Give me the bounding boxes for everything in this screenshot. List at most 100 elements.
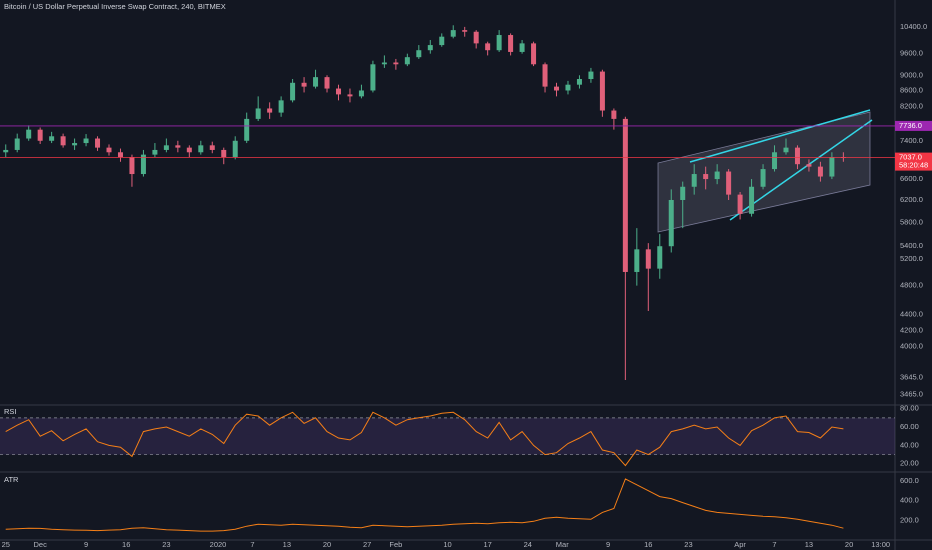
candle-body [244,118,250,141]
candle-body [175,145,181,148]
y-tick-label: 5400.0 [900,241,923,250]
candle-body [611,110,617,119]
candle-body [301,82,307,87]
y-tick-label: 200.0 [900,515,919,524]
indicator-line [5,411,844,467]
candle-body [106,147,112,153]
price-label-bg [895,120,932,131]
x-tick-label: 13 [283,540,291,549]
x-tick-label: 17 [483,540,491,549]
x-tick-label: 23 [684,540,692,549]
candle-body [772,152,778,170]
y-tick-label: 7400.0 [900,136,923,145]
candle-body [3,149,9,153]
candle-body [14,138,20,150]
candle-body [645,249,651,269]
y-tick-label: 80.00 [900,404,919,413]
candle-body [496,35,502,51]
x-tick-label: 13 [805,540,813,549]
x-tick-label: 25 [2,540,10,549]
y-tick-label: 400.0 [900,496,919,505]
candle-body [531,43,537,65]
candle-body [163,145,169,150]
candle-body [462,30,468,32]
candle-body [37,129,43,141]
x-tick-label: 16 [644,540,652,549]
rsi-band [0,417,895,455]
candle-body [347,94,353,97]
candle-body [588,71,594,80]
candle-body [186,147,192,153]
candle-body [668,199,674,247]
x-tick-label: 16 [122,540,130,549]
y-tick-label: 5200.0 [900,254,923,263]
y-tick-label: 4200.0 [900,325,923,334]
candle-body [358,90,364,97]
candle-body [749,186,755,214]
x-tick-label: 2020 [210,540,227,549]
y-tick-label: 3645.0 [900,373,923,382]
candle-body [140,154,146,175]
y-tick-label: 8200.0 [900,101,923,110]
x-tick-label: 24 [524,540,532,549]
candle-body [95,138,101,148]
x-tick-label: 7 [250,540,254,549]
y-tick-label: 4000.0 [900,342,923,351]
y-tick-label: 20.00 [900,459,919,468]
y-tick-label: 8600.0 [900,85,923,94]
y-tick-label: 9600.0 [900,49,923,58]
candle-body [554,86,560,91]
y-tick-label: 40.00 [900,440,919,449]
candle-body [714,171,720,180]
candle-body [703,174,709,180]
candle-body [794,147,800,165]
candle-body [198,145,204,153]
candle-body [485,43,491,51]
y-tick-label: 4800.0 [900,281,923,290]
y-tick-label: 6600.0 [900,174,923,183]
candle-body [370,64,376,91]
candle-body [72,143,78,146]
x-tick-label: 9 [606,540,610,549]
candle-body [783,147,789,153]
candle-body [60,136,66,146]
candle-body [680,186,686,200]
candle-body [576,79,582,85]
candle-body [450,30,456,37]
x-tick-label: 13:00 [871,540,890,549]
chart-title: Bitcoin / US Dollar Perpetual Inverse Sw… [4,2,226,11]
candle-body [817,166,823,177]
y-tick-label: 600.0 [900,476,919,485]
y-tick-label: 10400.0 [900,22,927,31]
x-tick-label: Feb [389,540,402,549]
candle-body [829,156,835,177]
x-tick-label: Dec [33,540,47,549]
y-tick-label: 6200.0 [900,195,923,204]
candle-body [806,164,812,167]
y-tick-label: 5800.0 [900,217,923,226]
candle-body [393,62,399,65]
price-label: 7037.0 [899,153,922,162]
candle-body [691,174,697,187]
candle-body [439,36,445,46]
trend-line [689,109,871,163]
candle-body [278,100,284,113]
candle-body [152,149,158,155]
candle-body [634,249,640,272]
x-tick-label: 23 [162,540,170,549]
candle-body [622,118,628,272]
x-tick-label: 9 [84,540,88,549]
candle-body [209,145,215,150]
candle-body [381,62,387,65]
candle-body [508,35,514,52]
candle-body [324,77,330,89]
x-tick-label: 10 [443,540,451,549]
candle-body [760,169,766,187]
candle-body [473,31,479,44]
price-label: 7736.0 [899,121,922,130]
candle-body [416,50,422,58]
candle-body [657,246,663,269]
x-tick-label: 20 [845,540,853,549]
